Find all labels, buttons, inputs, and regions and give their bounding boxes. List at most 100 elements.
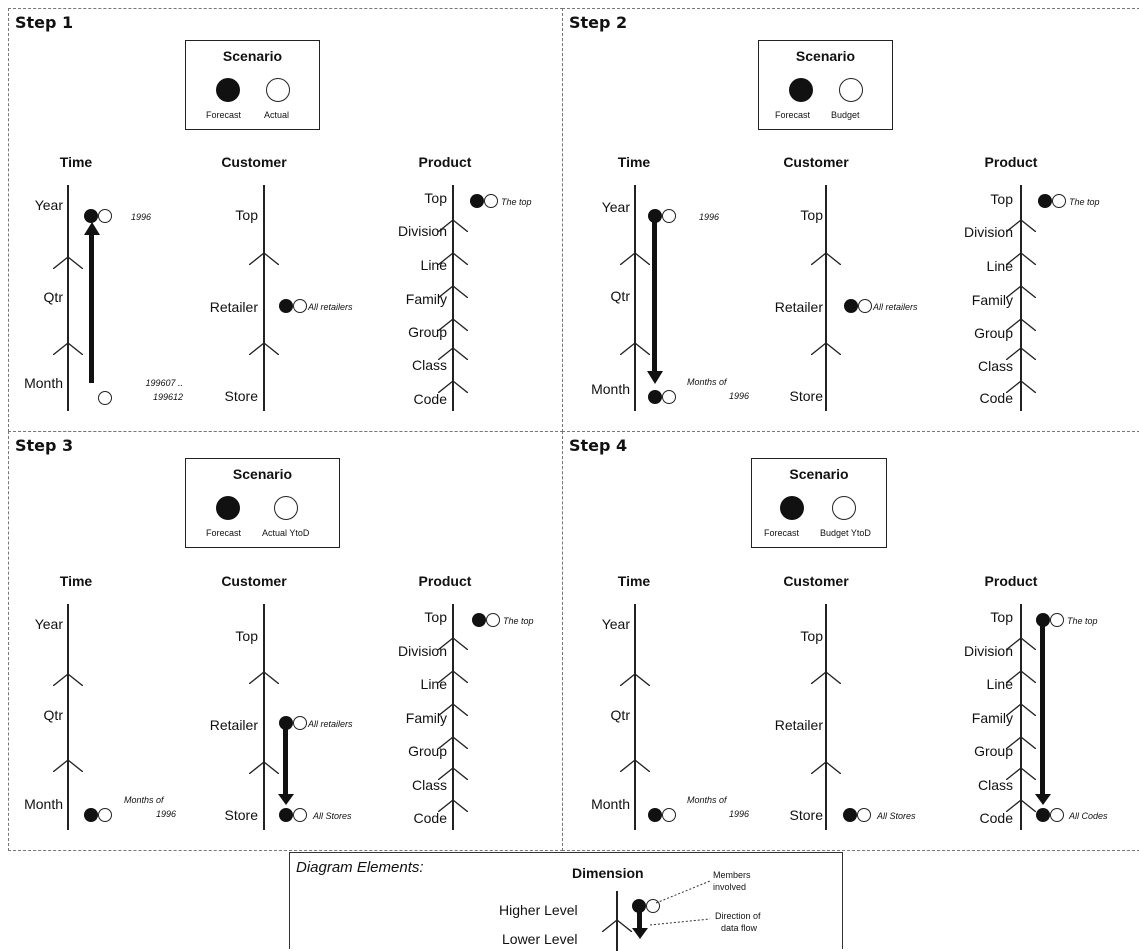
customer-note: All retailers [308, 302, 353, 312]
member-filled-dot [279, 299, 293, 313]
level-caret [1006, 319, 1036, 331]
time-level-month: Month [24, 796, 63, 812]
scenario-box: Scenario Forecast Budget [758, 40, 893, 130]
product-note: The top [503, 616, 534, 626]
level-caret [1006, 286, 1036, 298]
time-title: Time [617, 154, 651, 170]
product-level: Division [397, 643, 447, 659]
product-note: The top [501, 197, 532, 207]
level-caret [438, 319, 468, 331]
level-caret [620, 253, 650, 265]
member-empty-dot [484, 194, 498, 208]
customer-note: All retailers [308, 719, 353, 729]
time-axis [634, 604, 636, 830]
time-title: Time [617, 573, 651, 589]
product-level: Line [420, 257, 447, 273]
legend-leader-lines [650, 880, 711, 926]
customer-note: All Stores [877, 811, 916, 821]
product-level: Family [405, 291, 447, 307]
time-title: Time [59, 154, 93, 170]
forecast-scenario-dot [780, 496, 804, 520]
member-filled-dot [84, 209, 98, 223]
member-filled-dot [632, 899, 646, 913]
customer-level-top: Top [235, 207, 258, 223]
customer-axis [263, 604, 265, 830]
member-empty-dot [662, 808, 676, 822]
product-note: The top [1069, 197, 1100, 207]
customer-level-store: Store [789, 388, 823, 404]
data-flow-arrow [89, 233, 94, 383]
product-level: Group [974, 325, 1013, 341]
level-caret [811, 762, 841, 774]
member-empty-dot [1052, 194, 1066, 208]
data-flow-arrow [1040, 622, 1045, 796]
product-note: The top [1067, 616, 1098, 626]
product-level: Group [408, 743, 447, 759]
time-level-year: Year [601, 199, 630, 215]
step-3-panel: Step 3 Scenario Forecast Actual YtoD Tim… [8, 431, 563, 851]
level-caret [1006, 768, 1036, 780]
level-caret [811, 253, 841, 265]
scenario-title: Scenario [789, 466, 849, 482]
product-level: Code [413, 391, 447, 407]
member-filled-dot [472, 613, 486, 627]
time-note: 1996 [131, 212, 152, 222]
member-empty-dot [98, 209, 112, 223]
level-caret [438, 348, 468, 360]
product-level: Top [990, 609, 1013, 625]
member-filled-dot [84, 808, 98, 822]
product-level: Family [971, 710, 1013, 726]
member-empty-dot [1050, 613, 1064, 627]
time-note: 199607 .. [145, 378, 183, 388]
product-axis [1020, 604, 1022, 830]
legend-higher-level: Higher Level [499, 902, 578, 918]
level-caret [249, 343, 279, 355]
data-flow-arrow [637, 907, 642, 929]
time-level-month: Month [24, 375, 63, 391]
member-empty-dot [858, 299, 872, 313]
customer-title: Customer [221, 154, 287, 170]
member-filled-dot [470, 194, 484, 208]
product-title: Product [418, 154, 472, 170]
time-axis [634, 185, 636, 411]
scenario-box: Scenario Forecast Budget YtoD [751, 458, 887, 548]
member-filled-dot [279, 808, 293, 822]
data-flow-arrow [652, 219, 657, 373]
product-level: Family [971, 292, 1013, 308]
customer-level-store: Store [224, 388, 258, 404]
member-filled-dot [844, 299, 858, 313]
product-level: Family [405, 710, 447, 726]
product-level: Code [979, 390, 1013, 406]
time-level-year: Year [601, 616, 630, 632]
data-flow-arrowhead [1035, 794, 1051, 805]
level-caret [1006, 737, 1036, 749]
level-caret [438, 800, 468, 812]
product-axis [452, 185, 454, 411]
product-level: Top [990, 191, 1013, 207]
data-flow-arrowhead [278, 794, 294, 805]
time-level-qtr: Qtr [43, 289, 63, 305]
member-filled-dot [279, 716, 293, 730]
data-flow-arrowhead [632, 928, 648, 939]
level-caret [249, 762, 279, 774]
customer-level-retailer: Retailer [774, 299, 823, 315]
comparison-label: Budget [831, 110, 860, 120]
level-caret [1006, 220, 1036, 232]
product-title: Product [418, 573, 472, 589]
member-filled-dot [1036, 613, 1050, 627]
product-title: Product [984, 573, 1038, 589]
scenario-box: Scenario Forecast Actual [185, 40, 320, 130]
product-level: Line [986, 676, 1013, 692]
step-title: Step 2 [569, 13, 628, 32]
product-level: Line [986, 258, 1013, 274]
level-caret [438, 737, 468, 749]
product-title: Product [984, 154, 1038, 170]
level-caret [620, 760, 650, 772]
member-empty-dot [293, 299, 307, 313]
customer-axis [825, 604, 827, 830]
member-empty-dot [662, 209, 676, 223]
member-filled-dot [648, 390, 662, 404]
product-level: Code [413, 810, 447, 826]
level-caret [1006, 800, 1036, 812]
customer-level-retailer: Retailer [774, 717, 823, 733]
